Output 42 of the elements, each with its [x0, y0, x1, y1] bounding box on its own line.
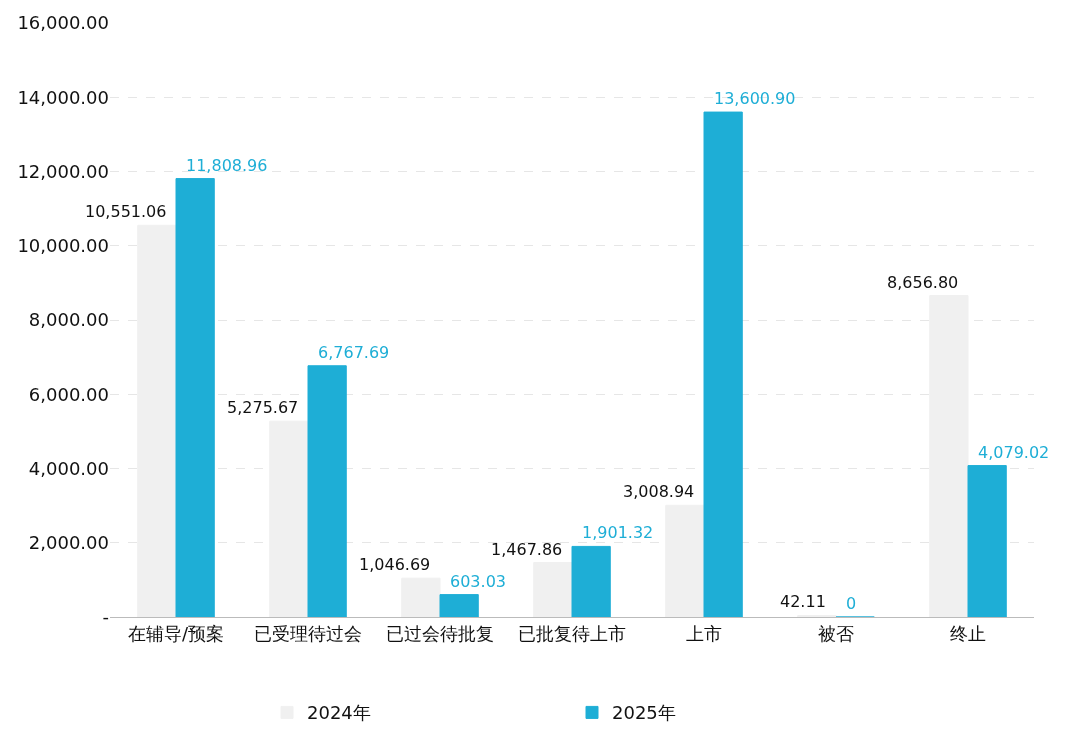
data-label: 0 [846, 594, 857, 613]
bar [571, 545, 611, 617]
data-label: 13,600.90 [714, 89, 796, 108]
data-label: 8,656.80 [887, 273, 959, 292]
y-tick-label: 12,000.00 [17, 160, 109, 182]
y-tick-label: 2,000.00 [28, 532, 109, 554]
x-tick-label: 已批复待上市 [518, 622, 626, 644]
data-label: 1,901.32 [582, 523, 654, 542]
bar [401, 577, 441, 617]
data-label: 603.03 [450, 572, 506, 591]
y-tick-label: 4,000.00 [28, 457, 109, 479]
data-label: 6,767.69 [318, 343, 390, 362]
data-label: 42.11 [780, 592, 826, 611]
x-tick-label: 终止 [950, 622, 986, 644]
bar [175, 178, 215, 617]
y-tick-label: 14,000.00 [17, 86, 109, 108]
data-label: 1,046.69 [359, 555, 431, 574]
y-tick-label: - [102, 606, 109, 628]
y-tick-label: 16,000.00 [17, 12, 109, 34]
bar [269, 420, 309, 617]
y-tick-label: 10,000.00 [17, 235, 109, 257]
data-label: 10,551.06 [85, 202, 167, 221]
bar [533, 562, 573, 617]
bar [307, 365, 347, 617]
bar [967, 465, 1007, 617]
y-tick-label: 6,000.00 [28, 383, 109, 405]
legend-label: 2025年 [612, 702, 676, 724]
x-tick-label: 上市 [686, 622, 722, 644]
x-tick-label: 被否 [818, 622, 854, 644]
data-label: 5,275.67 [227, 398, 299, 417]
data-label: 11,808.96 [186, 156, 268, 175]
y-tick-label: 8,000.00 [28, 309, 109, 331]
x-tick-label: 已受理待过会 [254, 622, 362, 644]
bar [439, 594, 479, 617]
data-label: 4,079.02 [978, 443, 1050, 462]
x-tick-label: 在辅导/预案 [127, 622, 225, 644]
data-label: 1,467.86 [491, 540, 563, 559]
legend-label: 2024年 [307, 702, 371, 724]
x-tick-label: 已过会待批复 [386, 622, 494, 644]
bar [665, 504, 705, 617]
bar [703, 111, 743, 617]
data-label: 3,008.94 [623, 482, 695, 501]
